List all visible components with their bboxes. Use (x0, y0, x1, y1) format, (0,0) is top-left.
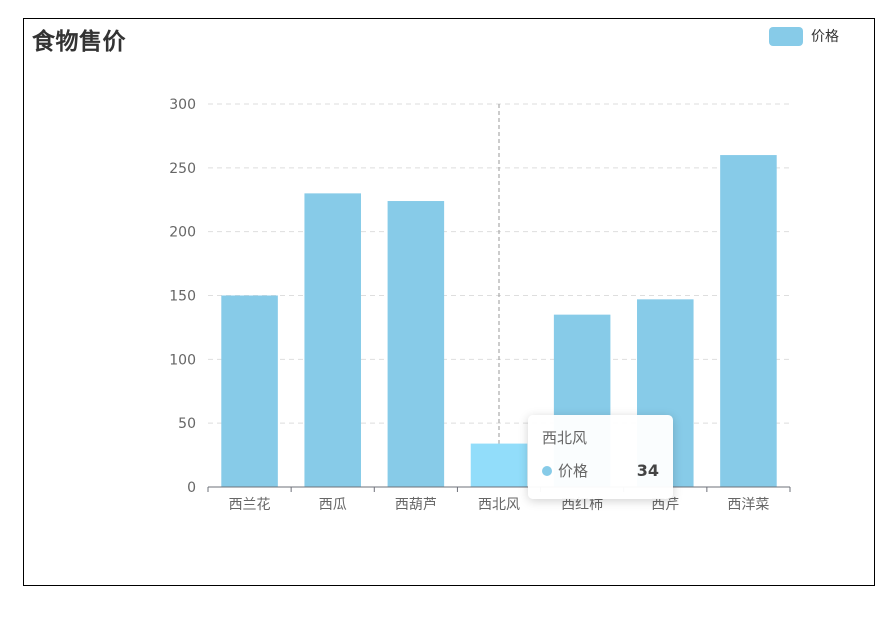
tooltip-row: 价格 34 (542, 460, 659, 481)
bar[interactable] (387, 201, 445, 487)
bar[interactable] (221, 295, 278, 488)
legend[interactable]: 价格 (769, 26, 839, 46)
x-tick-label: 西芹 (651, 497, 679, 513)
tooltip-title: 西北风 (542, 429, 588, 447)
tooltip: 西北风 价格 34 (528, 415, 673, 499)
bar[interactable] (304, 193, 361, 487)
y-tick-label: 50 (178, 416, 196, 432)
x-tick-label: 西北风 (478, 497, 520, 513)
x-tick-label: 西葫芦 (395, 497, 437, 513)
tooltip-value: 34 (636, 461, 659, 480)
tooltip-series-dot (542, 465, 552, 476)
y-tick-label: 300 (169, 97, 196, 113)
x-tick-label: 西洋菜 (727, 497, 769, 513)
y-tick-label: 100 (169, 352, 196, 368)
x-tick-label: 西红柿 (561, 496, 603, 513)
tooltip-series-name: 价格 (558, 462, 589, 480)
y-tick-label: 250 (169, 161, 196, 177)
legend-label: 价格 (811, 29, 839, 45)
chart-title: 食物售价 (32, 29, 126, 55)
bar[interactable] (470, 443, 528, 487)
bar[interactable] (720, 155, 777, 488)
y-tick-label: 0 (187, 480, 196, 496)
y-tick-label: 150 (169, 289, 196, 305)
x-tick-label: 西兰花 (229, 497, 271, 513)
x-tick-label: 西瓜 (319, 497, 347, 513)
y-tick-label: 200 (169, 225, 196, 241)
legend-swatch (769, 26, 803, 46)
